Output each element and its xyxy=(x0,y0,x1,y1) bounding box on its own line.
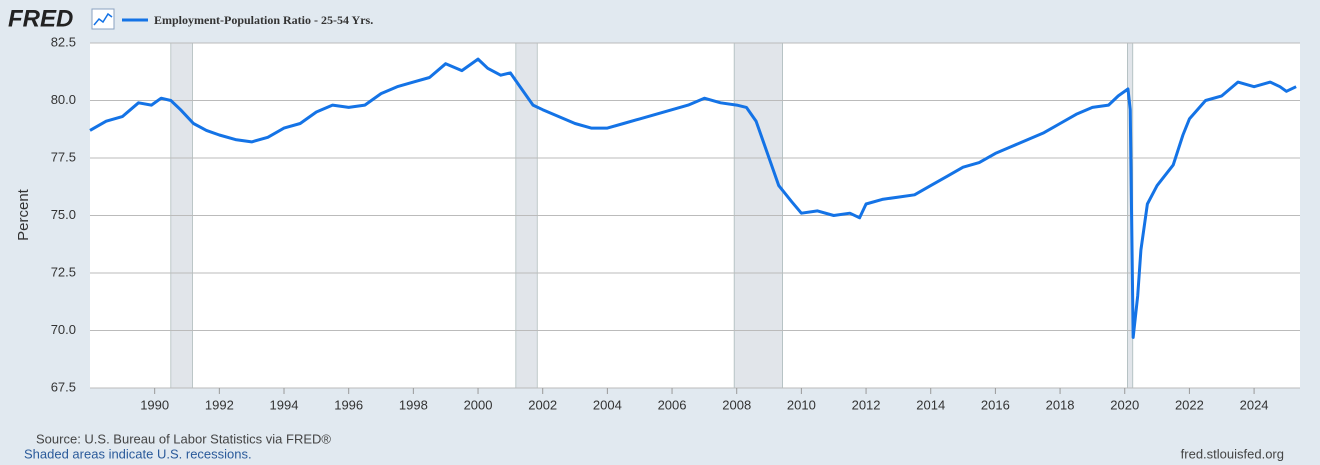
x-tick-label: 2022 xyxy=(1175,397,1204,412)
x-tick-label: 2008 xyxy=(722,397,751,412)
note: Shaded areas indicate U.S. recessions. xyxy=(24,446,252,461)
x-tick-label: 2018 xyxy=(1046,397,1075,412)
y-tick-label: 75.0 xyxy=(51,207,76,222)
y-tick-label: 77.5 xyxy=(51,149,76,164)
y-tick-label: 70.0 xyxy=(51,322,76,337)
x-tick-label: 2012 xyxy=(852,397,881,412)
legend-label: Employment-Population Ratio - 25-54 Yrs. xyxy=(154,13,373,27)
x-tick-label: 2024 xyxy=(1240,397,1269,412)
x-tick-label: 2016 xyxy=(981,397,1010,412)
x-tick-label: 2014 xyxy=(916,397,945,412)
y-tick-label: 80.0 xyxy=(51,92,76,107)
y-axis-label: Percent xyxy=(15,188,32,241)
y-tick-label: 82.5 xyxy=(51,34,76,49)
x-tick-label: 1990 xyxy=(140,397,169,412)
x-tick-label: 2000 xyxy=(464,397,493,412)
y-tick-label: 72.5 xyxy=(51,264,76,279)
y-tick-label: 67.5 xyxy=(51,379,76,394)
x-tick-label: 1998 xyxy=(399,397,428,412)
x-tick-label: 1994 xyxy=(270,397,299,412)
logo[interactable]: FRED xyxy=(8,5,73,32)
logo-icon-line xyxy=(93,12,113,26)
data-line xyxy=(89,57,1297,339)
source: Source: U.S. Bureau of Labor Statistics … xyxy=(36,431,331,446)
x-tick-label: 2002 xyxy=(528,397,557,412)
x-tick-label: 2004 xyxy=(593,397,622,412)
x-tick-label: 2010 xyxy=(787,397,816,412)
x-tick-label: 1992 xyxy=(205,397,234,412)
x-tick-label: 2006 xyxy=(658,397,687,412)
x-tick-label: 2020 xyxy=(1110,397,1139,412)
x-tick-label: 1996 xyxy=(334,397,363,412)
logo-icon xyxy=(91,8,115,30)
website[interactable]: fred.stlouisfed.org xyxy=(1181,446,1284,461)
